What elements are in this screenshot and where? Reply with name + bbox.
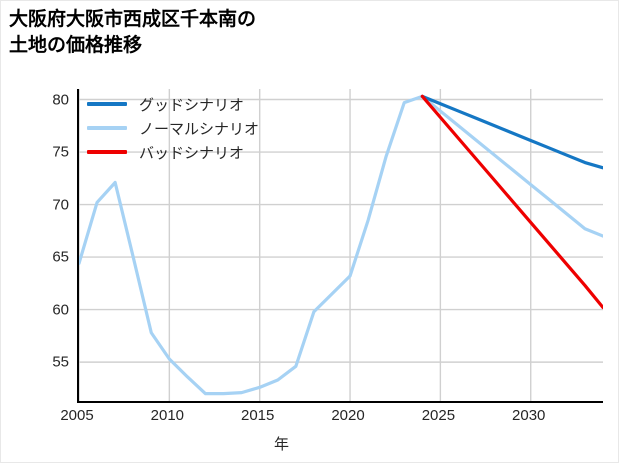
- series-line: [420, 94, 603, 170]
- legend-swatch-icon: [87, 150, 127, 154]
- legend-item-bad[interactable]: バッドシナリオ: [87, 140, 297, 164]
- legend-item-label: バッドシナリオ: [139, 145, 245, 162]
- x-axis-tick-label: 2005: [60, 407, 94, 424]
- x-axis-title-text: 年: [273, 436, 289, 453]
- legend-swatch-icon: [87, 102, 127, 106]
- x-axis-tick-label: 2020: [331, 407, 365, 424]
- x-axis-tick-label: 2010: [150, 407, 185, 424]
- legend-item-label: グッドシナリオ: [139, 97, 245, 114]
- x-axis-tick-label: 2025: [421, 407, 456, 424]
- chart-legend: グッドシナリオ ノーマルシナリオ バッドシナリオ: [87, 92, 297, 164]
- legend-swatch-icon: [87, 126, 127, 130]
- y-axis-tick-label: 70: [52, 196, 69, 214]
- x-axis-tick-label: 2030: [512, 407, 546, 424]
- y-axis-tick-label: 60: [52, 301, 69, 319]
- x-axis-title: 年: [1, 433, 621, 454]
- legend-item-label: ノーマルシナリオ: [139, 121, 260, 138]
- y-axis-tick-label: 55: [52, 353, 69, 371]
- y-axis-tick-label: 75: [52, 143, 69, 161]
- series-lines: [79, 94, 603, 396]
- chart-svg: [79, 89, 603, 401]
- page-title: 大阪府大阪市西成区千本南の 土地の価格推移: [9, 9, 257, 57]
- y-axis-tick-label: 80: [52, 91, 69, 108]
- y-axis-tick-label: 65: [52, 248, 69, 266]
- legend-item-good[interactable]: グッドシナリオ: [87, 92, 297, 116]
- x-axis-tick-label: 2015: [241, 407, 275, 424]
- series-line: [79, 94, 603, 396]
- plot-area: [77, 89, 603, 403]
- legend-item-normal[interactable]: ノーマルシナリオ: [87, 116, 297, 140]
- series-line: [420, 94, 603, 310]
